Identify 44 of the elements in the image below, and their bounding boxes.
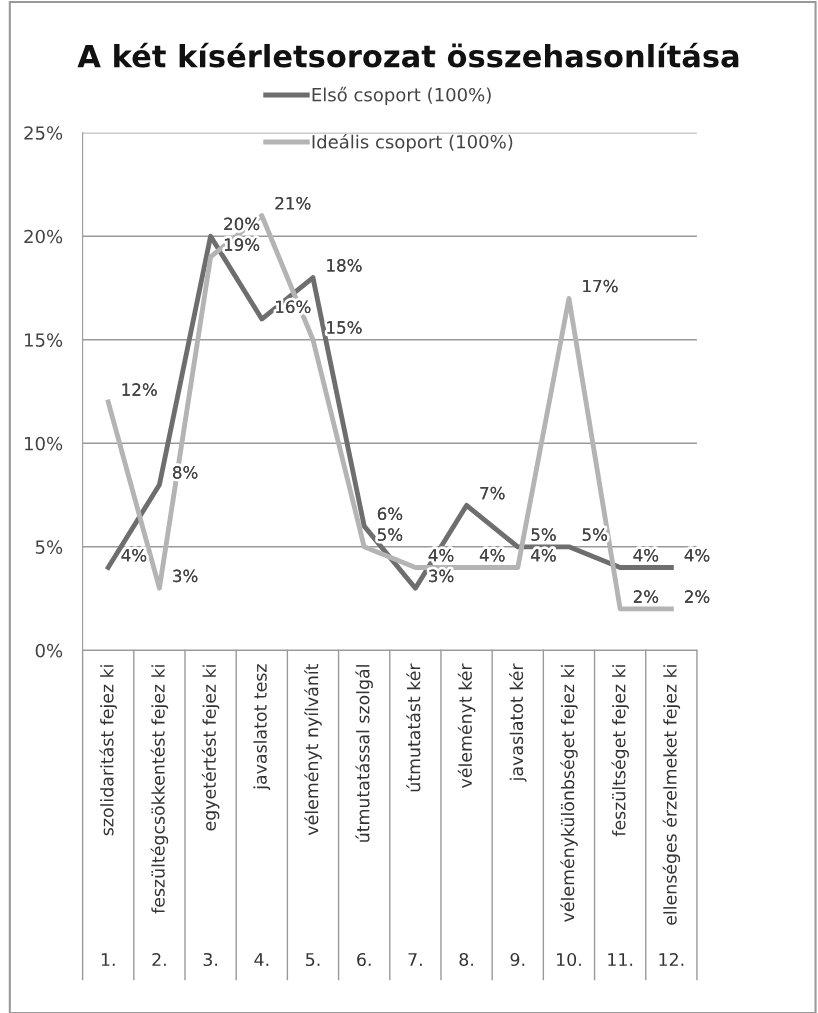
data-label: 17%: [583, 279, 618, 293]
category-label: útmutatással szolgál 6.: [355, 665, 373, 967]
category-label: javaslatot tesz 4.: [253, 664, 271, 966]
data-label: 21%: [275, 196, 311, 210]
category-label: egyetértést fejez ki 3.: [201, 665, 220, 967]
category-label: feszültégcsökkentést fejez ki 2.: [150, 665, 169, 966]
data-label: 4%: [684, 548, 710, 562]
legend-label: Első csoport (100%): [312, 86, 491, 106]
category-label: véleményt kér 8.: [457, 663, 476, 967]
data-label: 4%: [531, 548, 556, 562]
data-label: 15%: [327, 321, 362, 334]
category-label: feszültséget fejez ki 11.: [608, 665, 633, 966]
data-label: 12%: [122, 383, 157, 396]
y-tick-label: 15%: [25, 333, 63, 347]
data-label: 8%: [173, 466, 198, 479]
data-label: 16%: [276, 300, 311, 314]
data-label: 4%: [633, 548, 659, 562]
data-label: 2%: [633, 590, 659, 603]
data-label: 4%: [479, 548, 505, 562]
y-tick-label: 0%: [35, 643, 63, 658]
data-label: 5%: [531, 528, 556, 541]
data-label: 18%: [327, 259, 362, 272]
data-label: 4%: [121, 548, 147, 562]
category-label: javaslatot kér 9.: [509, 663, 527, 967]
category-label: szolidaritást fejez ki 1.: [99, 665, 117, 966]
data-label: 19%: [224, 238, 260, 251]
data-label: 7%: [480, 486, 505, 500]
y-tick-label: 10%: [25, 436, 63, 451]
data-label: 3%: [173, 569, 198, 583]
data-label: 20%: [224, 217, 260, 231]
data-label: 6%: [377, 507, 403, 521]
y-tick-label: 20%: [24, 229, 63, 244]
data-label: 5%: [377, 528, 403, 541]
legend-label: Ideális csoport (100%): [312, 133, 513, 153]
data-label: 3%: [429, 569, 454, 583]
category-label: ellenséges érzelmeket fejez ki 12.: [659, 665, 684, 966]
data-label: 5%: [582, 528, 607, 541]
category-label: útmutatást kér 7.: [406, 663, 422, 966]
y-tick-label: 5%: [35, 540, 63, 554]
chart-title: A két kísérletsorozat összehasonlítása: [77, 42, 739, 68]
category-label: véleményt nyílvánít 5.: [304, 663, 322, 967]
y-tick-label: 25%: [24, 126, 63, 140]
category-label: véleménykülönbséget fejez ki 10.: [557, 665, 581, 967]
data-label: 2%: [685, 590, 710, 603]
